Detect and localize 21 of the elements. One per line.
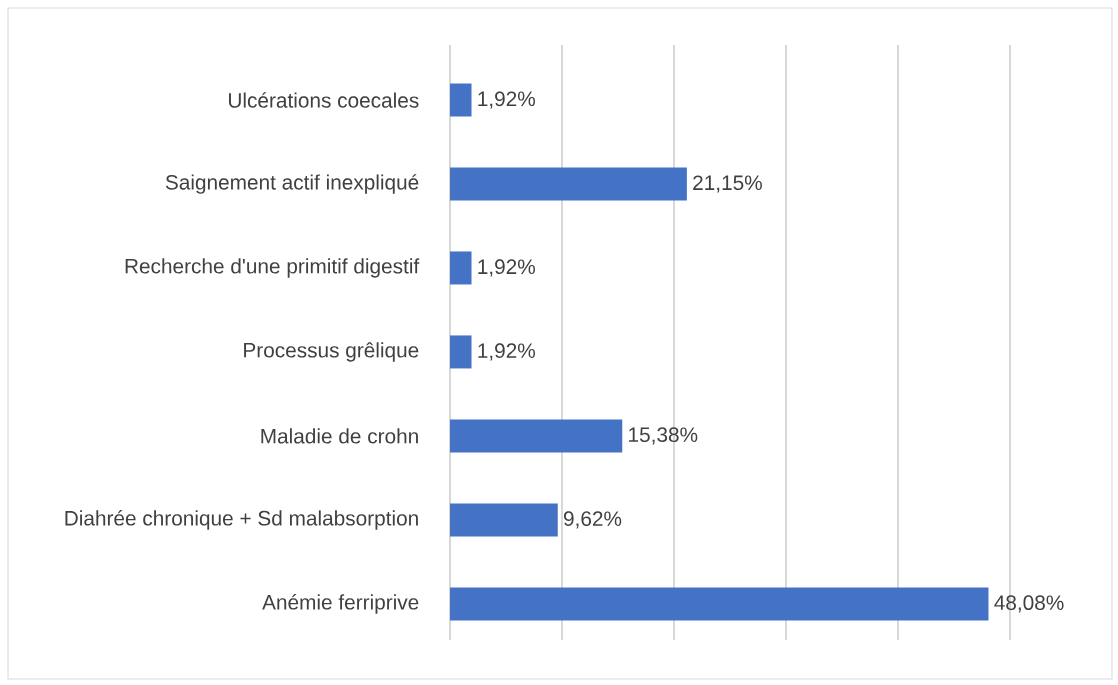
data-label: 1,92% — [478, 343, 535, 361]
bar — [450, 251, 472, 285]
bar — [450, 335, 472, 369]
y-tick-label: Ulcérations coecales — [228, 92, 419, 108]
bar — [450, 83, 472, 117]
y-tick-label: Processus grêlique — [244, 342, 419, 362]
y-tick-label: Recherche d'une primitif digestif — [125, 258, 420, 278]
data-label: 21,15% — [693, 175, 762, 193]
bar — [450, 167, 687, 201]
data-label: 1,92% — [478, 259, 535, 277]
data-label: 1,92% — [478, 91, 535, 109]
data-label: 9,62% — [563, 511, 622, 529]
y-tick-label: Saignement actif inexpliqué — [165, 174, 419, 194]
bar — [450, 419, 623, 453]
data-label: 48,08% — [994, 595, 1064, 613]
bar — [450, 587, 989, 621]
data-label: 15,38% — [629, 427, 698, 445]
y-tick-label: Maladie de crohn — [261, 428, 418, 444]
y-tick-label: Diahrée chronique + Sd malabsorption — [65, 510, 418, 530]
y-tick-label: Anémie ferriprive — [262, 594, 419, 614]
bar — [450, 503, 558, 537]
